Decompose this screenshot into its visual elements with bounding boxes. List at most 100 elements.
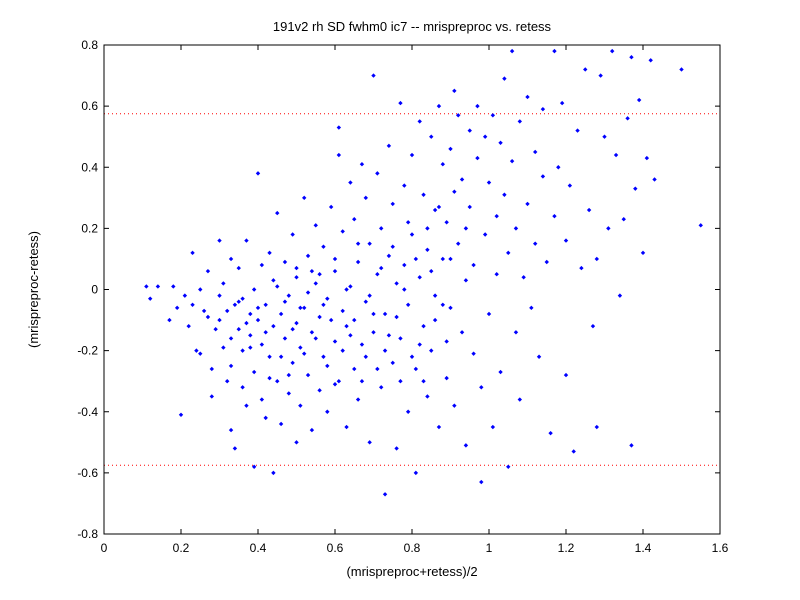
- data-point: [321, 302, 326, 307]
- data-point: [302, 351, 307, 356]
- data-point: [194, 348, 199, 353]
- data-point: [552, 48, 557, 54]
- data-point: [359, 161, 365, 167]
- data-point: [402, 287, 407, 292]
- data-point: [336, 152, 342, 158]
- data-point: [413, 366, 419, 372]
- data-point: [413, 470, 419, 476]
- data-point: [263, 302, 268, 307]
- data-point: [321, 244, 326, 249]
- data-point: [298, 403, 303, 408]
- data-point: [217, 238, 222, 243]
- data-point: [221, 281, 226, 286]
- data-point: [386, 143, 392, 149]
- data-point: [174, 305, 180, 311]
- y-tick-label: -0.2: [77, 344, 98, 358]
- data-point: [375, 366, 380, 372]
- data-point: [540, 106, 546, 112]
- data-point: [502, 192, 507, 197]
- data-point: [217, 293, 222, 298]
- data-point: [475, 103, 480, 109]
- data-point: [255, 305, 261, 311]
- data-point: [263, 415, 268, 421]
- x-tick-label: 1.4: [635, 541, 652, 555]
- data-point: [217, 317, 222, 323]
- data-point: [583, 67, 588, 72]
- y-tick-label: 0.8: [81, 38, 98, 52]
- data-point: [405, 220, 411, 225]
- data-point: [325, 409, 330, 414]
- data-point: [317, 388, 322, 393]
- data-point: [386, 333, 392, 338]
- y-tick-label: 0.6: [81, 99, 98, 113]
- data-point: [317, 272, 322, 277]
- data-point: [648, 58, 653, 63]
- data-point: [402, 183, 407, 188]
- data-point: [267, 354, 272, 359]
- data-point: [521, 275, 526, 280]
- data-point: [332, 382, 338, 387]
- data-point: [382, 348, 388, 353]
- data-point: [525, 94, 530, 100]
- data-point: [352, 366, 357, 372]
- data-point: [409, 354, 415, 359]
- x-tick-label: 0.6: [327, 541, 344, 555]
- data-point: [263, 330, 268, 335]
- data-point: [302, 305, 307, 311]
- data-point: [440, 256, 445, 262]
- data-point: [282, 259, 288, 265]
- data-point: [482, 134, 488, 139]
- data-point: [379, 265, 384, 271]
- data-point: [440, 161, 445, 167]
- data-point: [533, 149, 538, 155]
- data-point: [286, 391, 291, 396]
- data-point: [278, 311, 284, 317]
- data-point: [479, 479, 484, 485]
- data-point: [259, 397, 265, 402]
- data-point: [625, 116, 630, 121]
- data-point: [544, 259, 549, 265]
- data-point: [332, 339, 338, 344]
- data-point: [251, 369, 257, 375]
- data-point: [228, 256, 234, 262]
- data-point: [248, 311, 253, 317]
- data-point: [255, 317, 261, 323]
- chart-title: 191v2 rh SD fwhm0 ic7 -- mrispreproc vs.…: [273, 19, 552, 34]
- data-point: [305, 253, 311, 259]
- data-point: [479, 385, 484, 390]
- data-point: [340, 348, 345, 353]
- data-point: [448, 146, 453, 152]
- data-point: [309, 427, 315, 433]
- data-point: [359, 378, 365, 384]
- data-point: [248, 333, 253, 338]
- data-point: [225, 308, 230, 314]
- x-tick-label: 1.6: [712, 541, 729, 555]
- data-point: [348, 284, 353, 289]
- data-point: [517, 119, 522, 124]
- data-point: [382, 492, 388, 497]
- data-point: [456, 241, 461, 246]
- data-point: [436, 424, 442, 430]
- data-point: [236, 327, 241, 332]
- data-point: [494, 213, 499, 219]
- data-point: [371, 311, 376, 317]
- data-point: [244, 238, 249, 243]
- data-point: [379, 385, 384, 390]
- y-tick-label: 0: [91, 283, 98, 297]
- y-tick-label: -0.8: [77, 527, 98, 541]
- reference-lines: [104, 113, 720, 466]
- data-point: [278, 421, 284, 427]
- data-point: [533, 241, 538, 246]
- data-point: [467, 204, 472, 210]
- data-point: [355, 241, 361, 246]
- data-point: [486, 311, 492, 317]
- data-point: [186, 323, 191, 329]
- data-point: [367, 241, 372, 246]
- data-point: [290, 327, 295, 332]
- data-point: [432, 293, 438, 298]
- data-point: [294, 440, 299, 445]
- data-point: [336, 378, 342, 384]
- data-point: [513, 330, 519, 335]
- data-point: [332, 256, 338, 262]
- data-point: [282, 336, 288, 341]
